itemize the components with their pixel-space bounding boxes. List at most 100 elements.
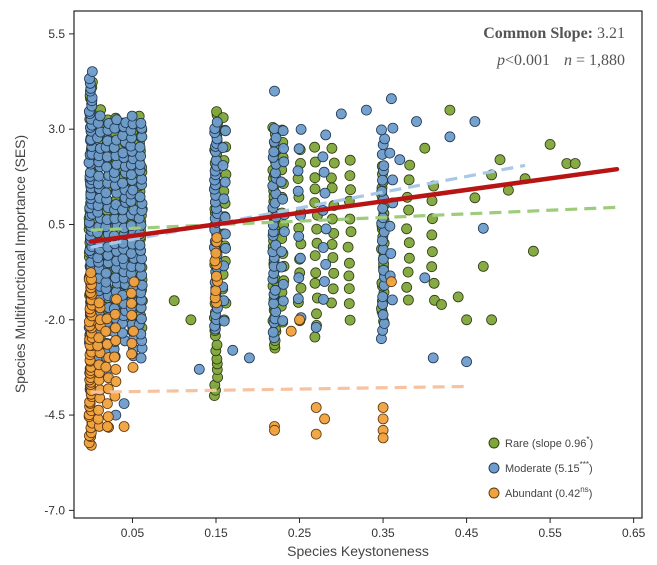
series-rare	[83, 76, 581, 402]
data-point-rare	[569, 158, 581, 169]
data-point-abundant	[126, 309, 138, 321]
data-point-rare	[309, 183, 321, 195]
data-point-moderate	[277, 125, 289, 137]
legend-label-abundant: Abundant (0.42	[505, 488, 580, 500]
data-point-moderate	[219, 176, 231, 188]
data-point-moderate	[384, 220, 396, 232]
data-point-abundant	[126, 348, 138, 360]
data-point-moderate	[218, 193, 230, 205]
data-point-abundant	[109, 351, 120, 363]
data-point-abundant	[111, 293, 122, 305]
data-point-moderate	[335, 108, 347, 120]
data-point-moderate	[394, 154, 406, 166]
data-point-rare	[326, 142, 338, 154]
data-point-moderate	[126, 110, 138, 122]
data-point-moderate	[117, 177, 128, 189]
data-point-moderate	[292, 293, 304, 305]
legend-sup-abundant: ns	[580, 485, 588, 494]
y-tick-label: 5.5	[48, 27, 65, 41]
data-point-moderate	[292, 185, 304, 197]
x-tick-label: 0.55	[538, 526, 562, 540]
data-point-rare	[309, 141, 321, 153]
legend-close-abundant: )	[589, 488, 593, 500]
data-point-moderate	[444, 131, 456, 143]
data-point-moderate	[134, 141, 146, 153]
data-point-rare	[311, 223, 323, 235]
data-point-abundant	[101, 313, 113, 325]
data-point-rare	[426, 229, 438, 241]
data-point-rare	[328, 157, 340, 169]
fit-line-abundant	[90, 384, 467, 394]
data-point-rare	[295, 282, 307, 294]
data-point-abundant	[310, 402, 322, 413]
data-point-moderate	[134, 239, 146, 251]
data-point-moderate	[377, 309, 389, 321]
data-point-rare	[469, 192, 481, 204]
data-point-moderate	[268, 123, 280, 135]
data-point-rare	[309, 197, 321, 209]
data-point-moderate	[100, 276, 112, 288]
data-point-abundant	[377, 432, 389, 444]
data-point-moderate	[211, 116, 223, 128]
data-point-abundant	[93, 404, 104, 416]
data-point-rare	[309, 250, 321, 262]
data-point-rare	[403, 252, 415, 264]
data-point-rare	[344, 170, 356, 182]
data-point-rare	[428, 277, 440, 289]
data-point-moderate	[267, 326, 279, 338]
data-point-moderate	[135, 150, 147, 162]
data-point-abundant	[127, 361, 139, 373]
x-axis: 0.05 0.15 0.25 0.35 0.45 0.55 0.65	[121, 518, 646, 540]
data-point-moderate	[310, 321, 322, 333]
data-point-moderate	[125, 247, 137, 259]
x-tick-label: 0.15	[204, 526, 228, 540]
data-point-rare	[310, 267, 322, 279]
data-point-moderate	[193, 363, 205, 375]
data-point-rare	[327, 283, 339, 295]
data-point-rare	[309, 331, 321, 343]
data-point-moderate	[469, 116, 481, 127]
data-point-rare	[309, 277, 321, 289]
data-point-rare	[345, 184, 356, 196]
y-axis-title: Species Multifunctional Importance (SES)	[12, 135, 28, 393]
x-axis-title: Species Keystoneness	[287, 543, 429, 559]
series-moderate	[83, 66, 489, 421]
data-point-rare	[185, 314, 197, 326]
data-point-rare	[419, 142, 431, 154]
svg-text:Abundant (0.42ns): Abundant (0.42ns)	[505, 485, 592, 500]
data-point-rare	[486, 314, 498, 326]
data-point-rare	[444, 104, 456, 116]
data-point-moderate	[294, 252, 306, 264]
data-point-moderate	[117, 147, 129, 159]
data-point-abundant	[128, 325, 139, 337]
data-point-rare	[436, 299, 447, 310]
data-point-moderate	[377, 174, 388, 186]
legend-label-rare: Rare (slope 0.96	[505, 438, 586, 450]
data-point-rare	[528, 245, 539, 257]
data-point-moderate	[376, 124, 387, 136]
data-point-abundant	[126, 337, 138, 349]
data-point-rare	[402, 294, 414, 306]
data-point-rare	[403, 174, 415, 186]
data-point-rare	[309, 156, 321, 168]
data-point-moderate	[387, 174, 399, 186]
data-point-abundant	[310, 428, 322, 440]
data-point-abundant	[210, 247, 222, 259]
data-point-moderate	[277, 278, 289, 290]
data-point-moderate	[360, 104, 372, 116]
data-point-moderate	[94, 110, 106, 122]
data-point-moderate	[278, 156, 290, 168]
common-slope-value: 3.21	[597, 25, 625, 42]
data-point-rare	[344, 314, 356, 326]
data-point-moderate	[278, 226, 290, 238]
data-point-moderate	[277, 295, 289, 307]
data-point-abundant	[85, 267, 97, 279]
svg-text:Moderate (5.15***): Moderate (5.15***)	[505, 460, 593, 475]
stats-annotation: Common Slope: 3.21 p<0.001 n = 1,880	[483, 25, 625, 69]
data-point-abundant	[102, 421, 113, 432]
data-point-moderate	[220, 242, 232, 254]
data-point-rare	[328, 267, 340, 279]
common-slope-label: Common Slope:	[483, 25, 593, 42]
data-point-rare	[168, 295, 180, 307]
